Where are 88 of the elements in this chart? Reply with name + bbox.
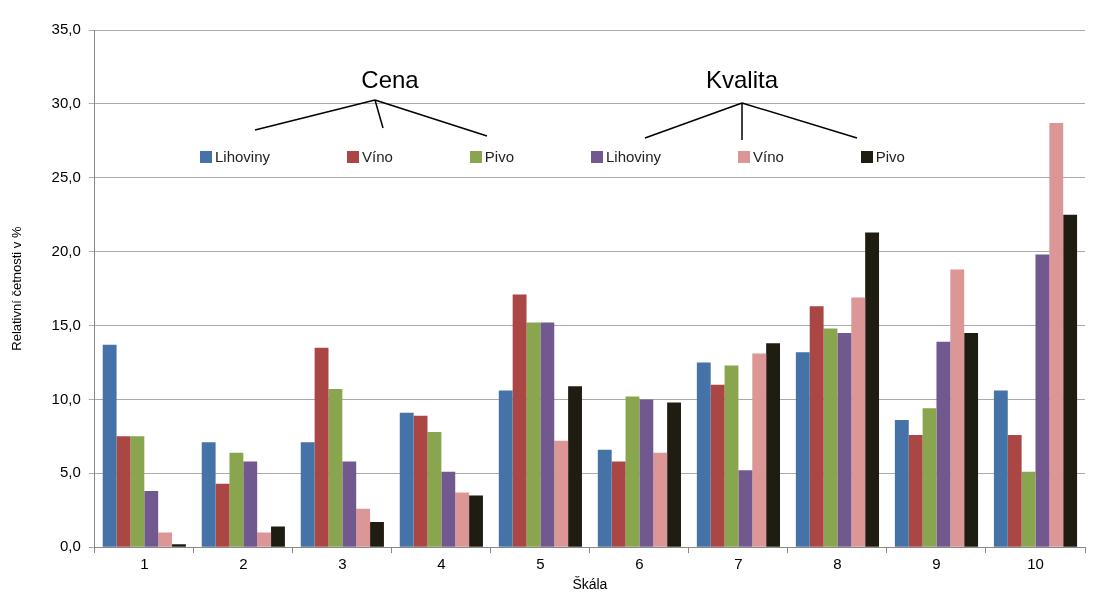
bar (710, 384, 725, 547)
bar (724, 365, 739, 547)
x-tick-label: 6 (635, 555, 644, 573)
bar (201, 442, 216, 547)
bar (455, 492, 470, 547)
bar (738, 470, 753, 547)
y-tick-label: 30,0 (51, 94, 81, 112)
bar (172, 544, 186, 547)
bar (314, 347, 329, 547)
bar (837, 332, 852, 547)
bar (1063, 214, 1078, 547)
bar (936, 341, 951, 547)
bar (667, 402, 681, 547)
bar (540, 322, 555, 547)
bar (356, 508, 371, 547)
x-tick-label: 9 (932, 555, 941, 573)
bar (894, 420, 909, 547)
x-tick-label: 3 (338, 555, 347, 573)
bar (752, 353, 767, 547)
x-tick-label: 4 (437, 555, 446, 573)
bar (158, 532, 173, 547)
y-tick-label: 20,0 (51, 241, 81, 259)
bar (342, 461, 357, 547)
bar (1021, 471, 1036, 547)
bar (399, 412, 414, 547)
bar (469, 495, 483, 547)
bar (597, 449, 612, 547)
bar (625, 396, 640, 547)
bar (696, 362, 711, 547)
bar (512, 294, 527, 547)
bar (611, 461, 626, 547)
y-tick-label: 15,0 (51, 315, 81, 333)
y-tick-label: 35,0 (51, 20, 81, 38)
bar (328, 389, 343, 547)
y-tick-label: 25,0 (51, 167, 81, 185)
bar (144, 491, 159, 547)
bar (865, 232, 880, 547)
bar (568, 386, 582, 547)
bar (809, 306, 824, 547)
x-tick-label: 7 (734, 555, 743, 573)
bar (950, 269, 965, 547)
bar (116, 436, 131, 547)
bar (257, 532, 272, 547)
annotation: Cena (361, 66, 419, 94)
x-tick-label: 2 (239, 555, 248, 573)
bar (851, 297, 866, 547)
bar (300, 442, 315, 547)
y-tick-label: 5,0 (59, 463, 81, 481)
legend-label: Víno (751, 148, 784, 165)
bar (370, 522, 384, 547)
x-tick-label: 5 (536, 555, 545, 573)
x-tick-label: 10 (1027, 555, 1044, 573)
bar (526, 322, 541, 547)
bar (653, 452, 668, 547)
bar (413, 415, 428, 547)
bar (243, 461, 258, 547)
bar (102, 344, 117, 547)
bar (441, 471, 456, 547)
bar (427, 431, 442, 547)
bar (1049, 123, 1064, 547)
legend-label: Lihoviny (604, 148, 661, 165)
x-tick-label: 1 (140, 555, 149, 573)
legend-label: Pivo (483, 148, 514, 165)
y-tick-label: 0,0 (59, 537, 81, 555)
x-tick-label: 8 (833, 555, 842, 573)
bar (229, 452, 244, 547)
legend-label: Pivo (874, 148, 905, 165)
bar (130, 436, 145, 547)
bar (1007, 434, 1022, 547)
y-tick-label: 10,0 (51, 389, 81, 407)
bar (271, 526, 285, 547)
x-axis-title: Škála (572, 576, 608, 593)
bar (554, 440, 569, 547)
bar (908, 434, 923, 547)
annotation: Kvalita (705, 66, 779, 94)
bar (964, 332, 979, 547)
bar (993, 390, 1008, 547)
y-axis-title: Relativní četnosti v % (9, 226, 25, 351)
bar (823, 328, 838, 547)
legend-label: Lihoviny (214, 148, 271, 165)
bar (766, 343, 781, 547)
bar (215, 483, 230, 547)
bar (1035, 254, 1050, 547)
legend-label: Víno (361, 148, 393, 165)
bar (795, 352, 810, 547)
bar (639, 399, 654, 547)
bar (498, 390, 513, 547)
bar (922, 408, 937, 547)
